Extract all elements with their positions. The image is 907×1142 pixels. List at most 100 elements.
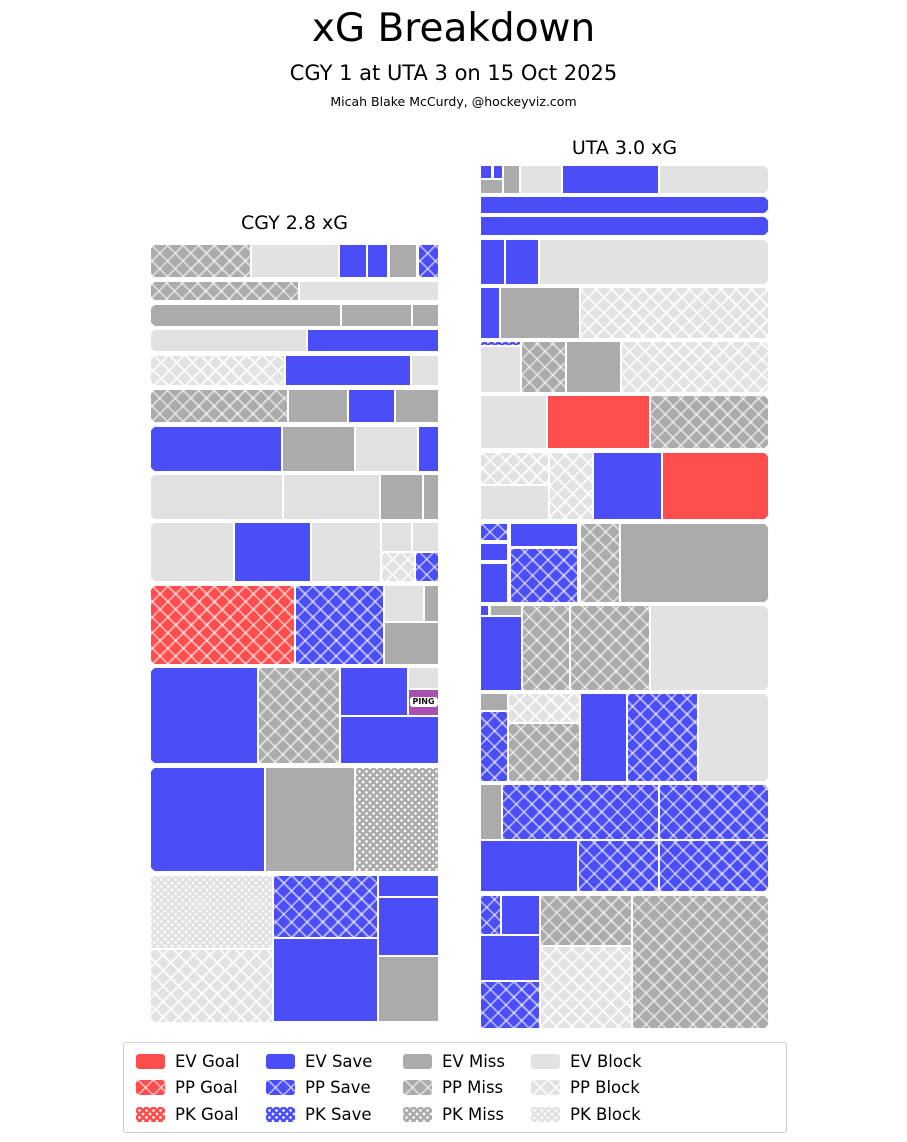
block-pp-block bbox=[621, 341, 769, 393]
block-pp-goal bbox=[150, 584, 296, 665]
ping-badge-block: PING bbox=[408, 688, 439, 716]
legend-item: EV Save bbox=[266, 1049, 403, 1074]
legend-label: PP Block bbox=[570, 1078, 640, 1097]
block-ev-save bbox=[492, 165, 504, 179]
player-row-uta-10: Guenther 0.32 bbox=[480, 693, 769, 782]
block-ev-block bbox=[697, 693, 769, 782]
legend-item: PP Goal bbox=[136, 1075, 266, 1100]
block-pp-save bbox=[480, 710, 509, 782]
legend-label: EV Block bbox=[570, 1051, 642, 1071]
legend-item: PK Miss bbox=[403, 1102, 531, 1127]
player-row-uta-11: Cooley 0.39 bbox=[480, 784, 769, 893]
block-ev-save bbox=[273, 938, 379, 1023]
block-ev-save bbox=[378, 896, 439, 956]
legend-swatch-pp-goal bbox=[136, 1080, 165, 1095]
legend-item: EV Miss bbox=[403, 1049, 531, 1074]
legend-label: EV Miss bbox=[442, 1051, 505, 1071]
block-ev-block bbox=[480, 395, 548, 450]
block-ev-save bbox=[480, 196, 769, 214]
legend-swatch-pp-save bbox=[266, 1080, 295, 1095]
block-ev-block bbox=[659, 165, 769, 194]
block-ev-save bbox=[562, 165, 660, 194]
legend-item: EV Block bbox=[531, 1049, 786, 1074]
block-ev-save bbox=[505, 238, 539, 285]
block-ev-block bbox=[380, 522, 413, 553]
block-pp-block bbox=[380, 552, 415, 583]
block-ev-block bbox=[480, 484, 550, 521]
block-ev-miss bbox=[499, 287, 580, 339]
player-row-cgy-12: 0.53 Farabee bbox=[150, 874, 439, 1023]
block-ev-save bbox=[347, 388, 396, 424]
block-ev-save bbox=[480, 935, 541, 981]
legend-item: PK Block bbox=[531, 1102, 786, 1127]
legend-swatch-ev-goal bbox=[136, 1053, 165, 1069]
block-ev-miss bbox=[150, 303, 341, 327]
block-pk-miss bbox=[354, 766, 439, 872]
legend-swatch-ev-save bbox=[266, 1053, 295, 1069]
player-row-uta-9: Crouse 0.31 bbox=[480, 605, 769, 691]
block-ev-block bbox=[649, 605, 769, 691]
legend-swatch-ev-block bbox=[531, 1053, 560, 1069]
block-ev-save bbox=[339, 244, 367, 279]
block-ev-block bbox=[480, 345, 522, 393]
block-ev-block bbox=[519, 165, 563, 194]
block-pp-miss bbox=[150, 280, 299, 302]
block-pp-block bbox=[579, 287, 769, 339]
player-row-cgy-1: 0.08 Weegar bbox=[150, 280, 439, 302]
player-row-uta-0: All Others 0.11 bbox=[480, 165, 769, 194]
block-ev-block bbox=[150, 474, 283, 520]
block-ev-miss bbox=[395, 388, 439, 424]
player-row-cgy-11: 0.38 Coleman bbox=[150, 766, 439, 872]
legend-item: PP Miss bbox=[403, 1075, 531, 1100]
legend-swatch-pk-miss bbox=[403, 1106, 432, 1122]
block-ev-miss bbox=[288, 388, 348, 424]
block-ev-save bbox=[150, 667, 259, 765]
game-subtitle: CGY 1 at UTA 3 on 15 Oct 2025 bbox=[289, 61, 618, 85]
legend-item: EV Goal bbox=[136, 1049, 266, 1074]
player-row-cgy-5: 0.13 Sharangovich bbox=[150, 388, 439, 424]
block-pp-miss bbox=[649, 395, 769, 450]
block-ev-miss bbox=[423, 584, 439, 622]
block-ev-block bbox=[383, 584, 424, 622]
player-row-cgy-9: 0.29 R. Andersson bbox=[150, 584, 439, 665]
block-pp-block bbox=[508, 693, 580, 724]
player-row-cgy-8: 0.22 Parekh bbox=[150, 522, 439, 583]
player-row-uta-8: N. Schmaltz 0.29 bbox=[480, 522, 769, 603]
block-ev-save bbox=[480, 605, 489, 617]
block-ev-miss bbox=[619, 522, 769, 603]
legend-column: EV Miss PP Miss PK Miss bbox=[403, 1049, 531, 1127]
player-row-cgy-3: 0.09 Backlund bbox=[150, 329, 439, 353]
legend-item: PK Goal bbox=[136, 1102, 266, 1127]
block-ev-block bbox=[150, 329, 307, 353]
block-pp-save bbox=[480, 980, 541, 1029]
block-ev-save bbox=[150, 425, 283, 472]
block-pp-save bbox=[658, 840, 769, 893]
block-ev-block bbox=[298, 280, 439, 302]
player-row-cgy-10: PING0.35 Coronato bbox=[150, 667, 439, 765]
block-ev-save bbox=[480, 616, 522, 691]
block-pp-miss bbox=[569, 605, 650, 691]
block-pp-miss bbox=[508, 723, 580, 782]
legend-item: PK Save bbox=[266, 1102, 403, 1127]
block-pp-miss bbox=[521, 605, 570, 691]
block-ev-block bbox=[412, 522, 439, 553]
legend: EV Goal PP Goal PK Goal EV Save PP Save PK Sa… bbox=[123, 1042, 787, 1133]
block-ev-miss bbox=[411, 303, 439, 327]
block-pp-save bbox=[501, 784, 659, 841]
block-ev-miss bbox=[265, 766, 355, 872]
block-ev-save bbox=[284, 354, 411, 387]
player-row-cgy-6: 0.17 Honzek bbox=[150, 425, 439, 472]
credit-line: Micah Blake McCurdy, @hockeyviz.com bbox=[330, 94, 577, 109]
block-ev-miss bbox=[480, 693, 509, 711]
block-pp-miss bbox=[150, 388, 289, 424]
legend-swatch-pk-goal bbox=[136, 1106, 165, 1122]
block-ev-save bbox=[480, 287, 500, 339]
block-pp-miss bbox=[632, 894, 769, 1029]
legend-label: PK Goal bbox=[175, 1104, 239, 1124]
block-ev-goal bbox=[547, 395, 650, 450]
block-ev-block bbox=[251, 244, 340, 279]
block-pp-save bbox=[480, 894, 502, 936]
block-pp-miss bbox=[258, 667, 340, 765]
block-ev-save bbox=[233, 522, 311, 583]
